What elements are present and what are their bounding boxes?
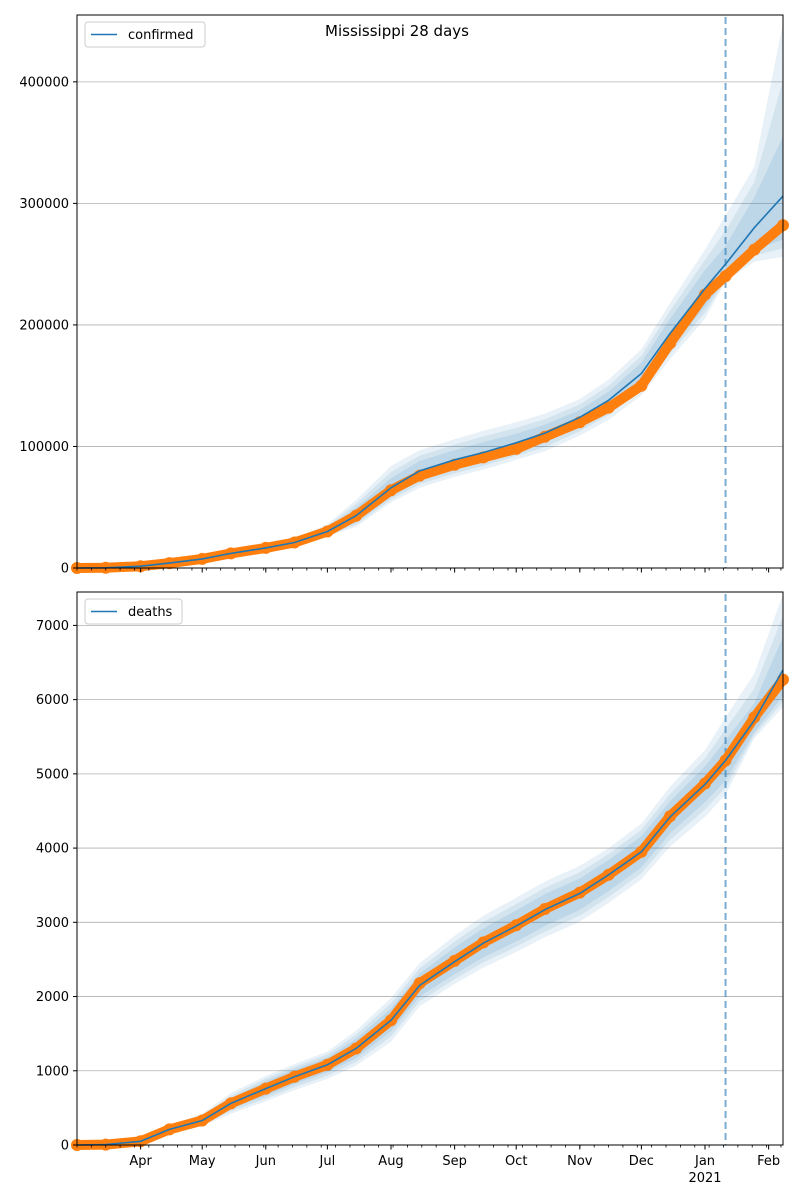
y-tick-label: 400000: [19, 75, 69, 90]
x-tick-label: Sep: [442, 1154, 467, 1169]
y-tick-label: 4000: [36, 842, 69, 857]
series-line-deaths: [76, 669, 784, 1146]
x-tick-label: Apr: [129, 1154, 152, 1169]
inner-confidence-band: [294, 136, 783, 545]
legend: deaths: [84, 598, 183, 625]
observed-trace: [72, 674, 788, 1150]
legend-entry-label: deaths: [128, 605, 173, 620]
observed-point: [510, 442, 523, 455]
observed-point: [719, 270, 732, 283]
x-tick-label: Nov: [567, 1154, 593, 1169]
figure-title: Mississippi 28 days: [325, 22, 469, 40]
x-tick-label: Jun: [255, 1154, 276, 1169]
x-tick-label: Feb: [757, 1154, 780, 1169]
x-year-label: 2021: [688, 1171, 721, 1186]
y-tick-label: 200000: [19, 318, 69, 333]
x-tick-label: Dec: [629, 1154, 654, 1169]
series-line-confirmed: [76, 195, 784, 569]
observed-point: [477, 451, 490, 464]
observed-point: [635, 379, 648, 392]
observed-point: [602, 401, 615, 414]
y-tick-label: 2000: [36, 990, 69, 1005]
x-tick-label: May: [189, 1154, 216, 1169]
y-tick-label: 3000: [36, 916, 69, 931]
legend-frame: [84, 598, 183, 625]
x-tick-label: Aug: [378, 1154, 403, 1169]
observed-point: [748, 243, 761, 256]
observed-point: [448, 458, 461, 471]
y-tick-label: 7000: [36, 619, 69, 634]
middle-confidence-band: [294, 80, 783, 546]
confirmed-panel: 0 100000 200000 300000 400000 confirmed: [19, 14, 789, 577]
y-tick-label: 1000: [36, 1064, 69, 1079]
observed-point: [385, 484, 397, 497]
y-tick-label: 5000: [36, 767, 69, 782]
observed-point: [664, 337, 677, 350]
x-tick-label: Jan: [694, 1154, 715, 1169]
y-tick-label: 0: [61, 562, 69, 577]
x-tick-label: Oct: [505, 1154, 527, 1169]
observed-trace: [72, 220, 788, 573]
legend-entry-label: confirmed: [128, 28, 194, 43]
middle-confidence-band: [140, 615, 784, 1142]
inner-confidence-band: [140, 636, 784, 1142]
y-tick-label: 6000: [36, 693, 69, 708]
axes-frame: [76, 14, 784, 569]
legend-frame: [84, 21, 206, 48]
observed-point: [413, 977, 426, 990]
outer-confidence-band: [140, 594, 784, 1143]
y-tick-label: 300000: [19, 197, 69, 212]
y-tick-label: 100000: [19, 440, 69, 455]
axes-frame: [76, 591, 784, 1146]
deaths-panel: 0 1000 2000 3000 4000 5000 6000 7000 Apr May Jun Ju…: [36, 591, 789, 1186]
x-tick-label: Jul: [319, 1154, 336, 1169]
legend: confirmed: [84, 21, 206, 48]
y-tick-label: 0: [61, 1139, 69, 1154]
